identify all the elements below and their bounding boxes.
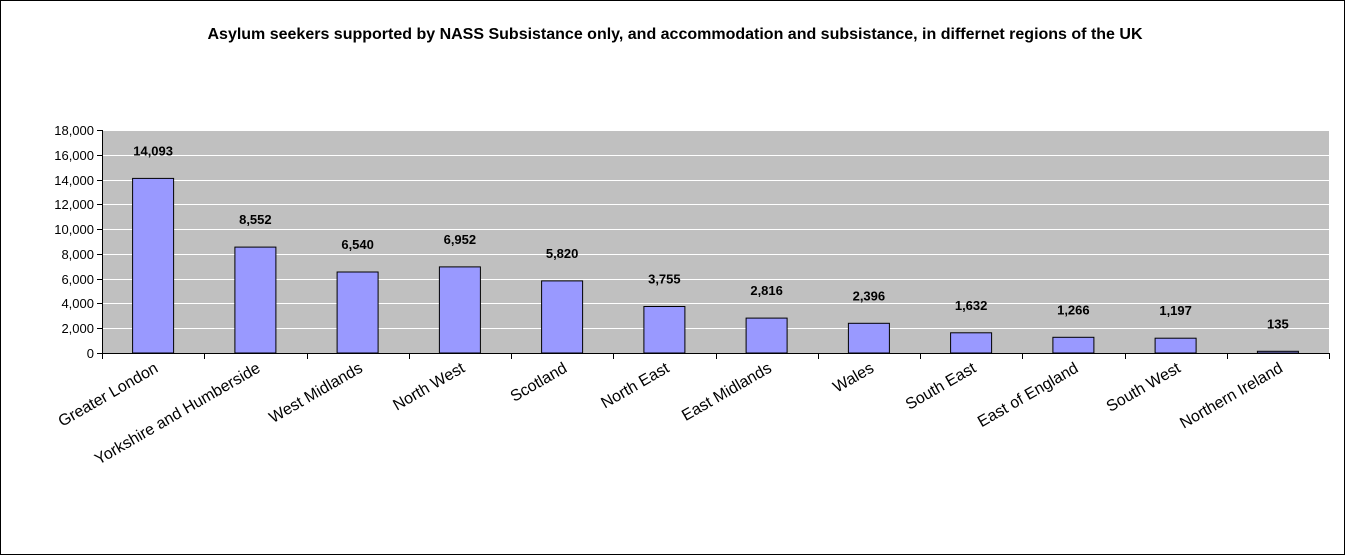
bar xyxy=(847,322,890,354)
bars xyxy=(132,177,1299,354)
data-label: 3,755 xyxy=(648,271,681,286)
x-tick-label: Greater London xyxy=(56,360,162,431)
data-label: 6,540 xyxy=(341,237,374,252)
x-tick-label: East Midlands xyxy=(679,360,775,425)
bar xyxy=(745,317,788,354)
data-label: 135 xyxy=(1267,316,1289,331)
data-label: 8,552 xyxy=(239,212,272,227)
y-tick-label: 10,000 xyxy=(54,222,94,237)
bar xyxy=(132,177,175,354)
y-tick-label: 12,000 xyxy=(54,197,94,212)
data-label: 2,816 xyxy=(750,283,783,298)
bar xyxy=(950,332,993,354)
y-tick-label: 2,000 xyxy=(61,321,94,336)
y-tick-label: 16,000 xyxy=(54,148,94,163)
data-label: 1,197 xyxy=(1159,303,1192,318)
plot-area xyxy=(102,130,1329,353)
y-tick-label: 8,000 xyxy=(61,247,94,262)
x-tick-label: West Midlands xyxy=(267,360,366,427)
x-tick-label: Yorkshire and Humberside xyxy=(92,360,263,469)
y-tick-label: 14,000 xyxy=(54,173,94,188)
y-tick-label: 6,000 xyxy=(61,272,94,287)
x-tick-label: Wales xyxy=(830,360,876,397)
bar xyxy=(1052,336,1095,354)
bar xyxy=(541,280,584,354)
x-tick-label: Scotland xyxy=(508,360,570,406)
data-label: 1,266 xyxy=(1057,302,1090,317)
bar xyxy=(234,246,277,354)
x-tick-label: South East xyxy=(903,359,980,413)
chart-title: Asylum seekers supported by NASS Subsist… xyxy=(207,26,1143,43)
x-tick-label: South West xyxy=(1104,359,1184,415)
x-tick-label: North East xyxy=(598,359,672,412)
bar xyxy=(1256,350,1299,354)
bar xyxy=(1154,337,1197,354)
bar xyxy=(643,306,686,354)
y-tick-label: 0 xyxy=(87,346,94,361)
x-tick-label: Northern Ireland xyxy=(1177,360,1286,433)
x-tick-label: East of England xyxy=(975,360,1081,431)
data-label: 2,396 xyxy=(853,288,886,303)
x-tick-label: North West xyxy=(390,359,468,414)
gridlines xyxy=(102,130,1329,329)
y-tick-label: 4,000 xyxy=(61,296,94,311)
data-labels: 14,093 8,552 6,540 6,952 5,820 3,755 2,816 2,39… xyxy=(133,143,1288,331)
data-label: 1,632 xyxy=(955,298,988,313)
data-label: 5,820 xyxy=(546,246,579,261)
data-label: 14,093 xyxy=(133,143,173,158)
data-label: 6,952 xyxy=(444,232,477,247)
y-tick-label: 18,000 xyxy=(54,123,94,138)
bar xyxy=(438,266,481,354)
bar xyxy=(336,271,379,354)
